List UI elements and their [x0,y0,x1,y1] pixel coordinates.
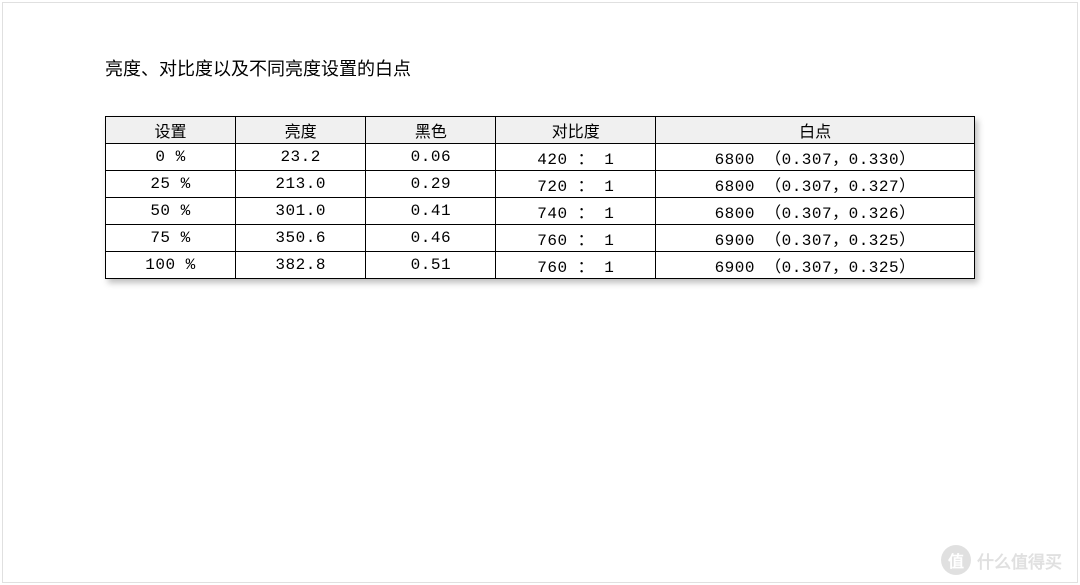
cell-contrast: 760 ： 1 [496,252,656,279]
brightness-table: 设置 亮度 黑色 对比度 白点 0 % 23.2 0.06 420 ： 1 68… [105,116,975,279]
cell-whitepoint: 6800 （0.307，0.326） [656,198,975,225]
table-row: 100 % 382.8 0.51 760 ： 1 6900 （0.307，0.3… [106,252,975,279]
cell-black: 0.06 [366,144,496,171]
cell-brightness: 301.0 [236,198,366,225]
cell-whitepoint: 6800 （0.307，0.330） [656,144,975,171]
cell-contrast: 740 ： 1 [496,198,656,225]
cell-black: 0.29 [366,171,496,198]
col-header-black: 黑色 [366,117,496,144]
cell-contrast: 420 ： 1 [496,144,656,171]
table-row: 25 % 213.0 0.29 720 ： 1 6800 （0.307，0.32… [106,171,975,198]
page-title: 亮度、对比度以及不同亮度设置的白点 [105,55,975,81]
cell-black: 0.51 [366,252,496,279]
cell-setting: 50 % [106,198,236,225]
watermark-text: 什么值得买 [977,548,1062,573]
cell-contrast: 720 ： 1 [496,171,656,198]
col-header-contrast: 对比度 [496,117,656,144]
table-wrapper: 设置 亮度 黑色 对比度 白点 0 % 23.2 0.06 420 ： 1 68… [105,116,975,279]
cell-whitepoint: 6900 （0.307，0.325） [656,225,975,252]
cell-setting: 0 % [106,144,236,171]
table-row: 50 % 301.0 0.41 740 ： 1 6800 （0.307，0.32… [106,198,975,225]
cell-setting: 75 % [106,225,236,252]
col-header-whitepoint: 白点 [656,117,975,144]
cell-contrast: 760 ： 1 [496,225,656,252]
cell-whitepoint: 6900 （0.307，0.325） [656,252,975,279]
cell-whitepoint: 6800 （0.307，0.327） [656,171,975,198]
cell-setting: 100 % [106,252,236,279]
cell-brightness: 23.2 [236,144,366,171]
col-header-brightness: 亮度 [236,117,366,144]
table-row: 75 % 350.6 0.46 760 ： 1 6900 （0.307，0.32… [106,225,975,252]
cell-black: 0.41 [366,198,496,225]
watermark: 值 什么值得买 [941,545,1062,575]
table-header-row: 设置 亮度 黑色 对比度 白点 [106,117,975,144]
cell-black: 0.46 [366,225,496,252]
col-header-setting: 设置 [106,117,236,144]
cell-brightness: 213.0 [236,171,366,198]
cell-brightness: 382.8 [236,252,366,279]
table-row: 0 % 23.2 0.06 420 ： 1 6800 （0.307，0.330） [106,144,975,171]
cell-brightness: 350.6 [236,225,366,252]
cell-setting: 25 % [106,171,236,198]
watermark-badge-icon: 值 [941,545,971,575]
content-area: 亮度、对比度以及不同亮度设置的白点 设置 亮度 黑色 对比度 白点 0 % 23… [0,0,1080,279]
